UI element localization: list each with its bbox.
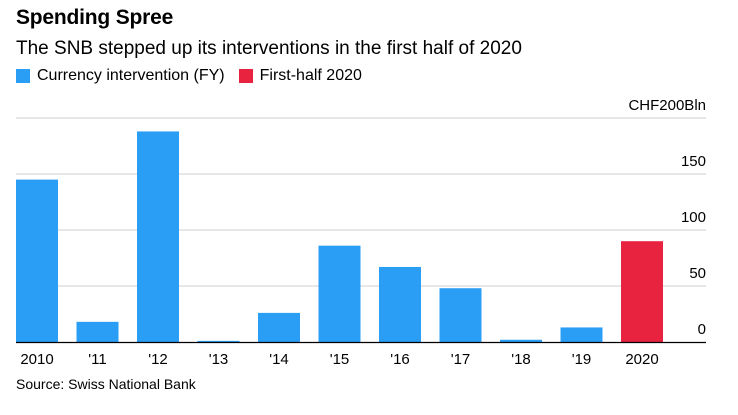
- y-tick-label: 50: [689, 265, 706, 282]
- chart-subtitle: The SNB stepped up its interventions in …: [16, 38, 522, 59]
- bar-currency-intervention: [258, 312, 300, 342]
- legend-swatch-red: [238, 69, 253, 83]
- x-tick-label: '12: [148, 351, 168, 368]
- bar-currency-intervention: [197, 340, 240, 342]
- bar-currency-intervention: [318, 245, 361, 342]
- bar-currency-intervention: [16, 179, 58, 342]
- bar-first-half-2020: [621, 241, 663, 342]
- x-tick-label: 2010: [20, 351, 53, 368]
- chart-title: Spending Spree: [16, 6, 174, 29]
- x-tick-label: '19: [572, 351, 592, 368]
- bar-currency-intervention: [379, 266, 421, 342]
- y-tick-label: CHF200Bln: [628, 97, 706, 114]
- y-tick-label: 0: [698, 321, 706, 338]
- y-tick-label: 100: [681, 209, 706, 226]
- legend-swatch-blue: [16, 69, 30, 83]
- bar-currency-intervention: [560, 327, 603, 342]
- x-tick-label: '14: [269, 351, 289, 368]
- x-tick-label: '16: [390, 351, 410, 368]
- legend-label: Currency intervention (FY): [37, 67, 225, 84]
- bar-currency-intervention: [76, 321, 119, 342]
- source-note: Source: Swiss National Bank: [16, 376, 196, 392]
- bar-currency-intervention: [500, 339, 542, 342]
- legend-item-currency-intervention: Currency intervention (FY): [16, 67, 225, 85]
- x-tick-label: '15: [330, 351, 350, 368]
- bar-currency-intervention: [439, 288, 482, 342]
- legend: Currency intervention (FY) First-half 20…: [16, 67, 376, 85]
- x-tick-label: '11: [88, 351, 106, 368]
- legend-label: First-half 2020: [259, 67, 362, 84]
- y-tick-label: 150: [681, 153, 706, 170]
- x-tick-label: 2020: [625, 351, 658, 368]
- x-tick-label: '13: [209, 351, 229, 368]
- x-tick-label: '18: [511, 351, 531, 368]
- bar-currency-intervention: [137, 131, 179, 342]
- legend-item-first-half-2020: First-half 2020: [238, 67, 362, 85]
- x-tick-label: '17: [451, 351, 471, 368]
